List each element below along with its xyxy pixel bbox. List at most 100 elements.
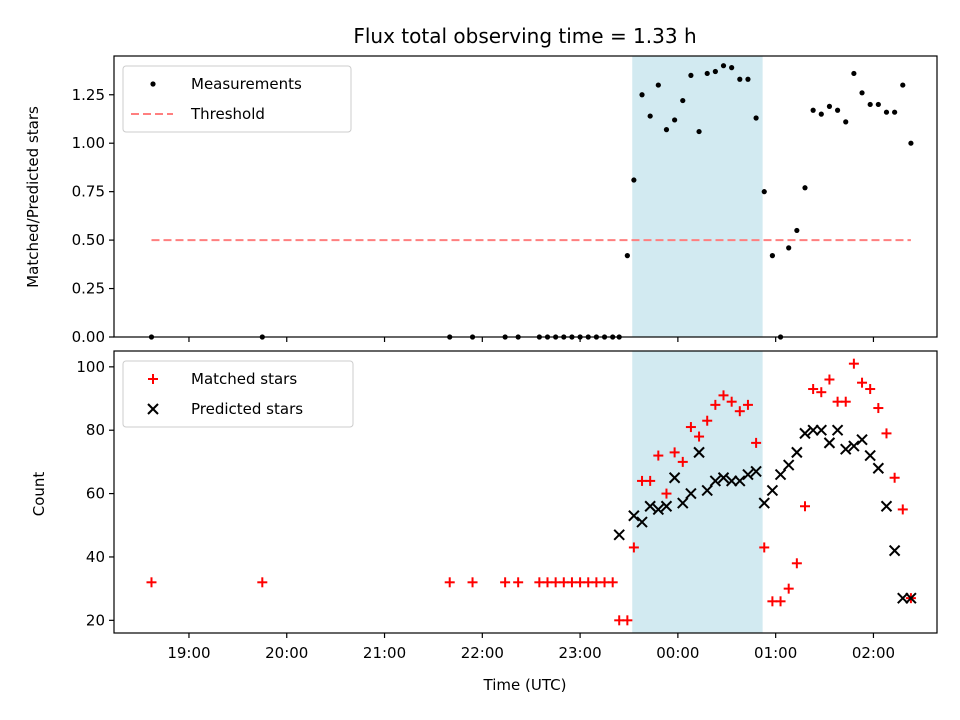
data-point	[856, 434, 868, 446]
data-point	[848, 358, 859, 369]
y-tick-label: 40	[86, 548, 105, 566]
y-tick-label: 0.00	[72, 328, 105, 346]
data-point	[704, 70, 710, 77]
data-point	[888, 544, 901, 557]
data-point	[883, 109, 890, 115]
x-tick-label: 01:00	[754, 644, 797, 662]
data-point	[761, 189, 767, 195]
data-point	[737, 76, 743, 82]
data-point	[799, 427, 811, 440]
data-point	[500, 577, 511, 588]
x-tick-label: 23:00	[558, 644, 601, 662]
data-point	[831, 424, 844, 436]
top-axes-frame	[113, 55, 938, 338]
data-point	[859, 90, 865, 96]
y-tick-label: 60	[86, 485, 105, 503]
data-point	[696, 128, 702, 135]
y-tick-label: 0.75	[72, 183, 105, 201]
data-point	[661, 488, 672, 499]
data-point	[815, 424, 827, 436]
legend-marker	[148, 374, 158, 384]
data-point	[653, 450, 664, 461]
data-point	[257, 577, 268, 588]
data-point	[864, 449, 876, 462]
data-point	[791, 446, 803, 459]
data-point	[751, 437, 762, 448]
data-point	[905, 592, 917, 604]
data-point	[709, 475, 722, 487]
data-point	[694, 431, 705, 442]
data-point	[628, 542, 639, 553]
data-point	[865, 384, 876, 395]
data-point	[808, 384, 819, 395]
data-point	[873, 403, 884, 414]
data-point	[766, 484, 779, 497]
y-tick-label: 0.50	[72, 231, 105, 249]
legend-label: Measurements	[191, 75, 302, 93]
y-tick-label: 0.25	[72, 280, 105, 298]
data-point	[685, 487, 697, 500]
top-panel: 0.00 0.25 0.50 0.75 1.00 1.25 Measurements Thre…	[72, 55, 938, 346]
data-point	[834, 107, 841, 113]
data-point	[794, 227, 800, 234]
x-tick-label: 20:00	[265, 644, 308, 662]
data-point	[782, 459, 795, 471]
data-point	[897, 504, 908, 515]
data-point	[742, 468, 754, 481]
data-point	[807, 424, 819, 436]
data-point	[734, 406, 745, 417]
y-tick-label: 100	[76, 358, 105, 376]
y-tick-label: 1.00	[72, 134, 105, 152]
chart-title: Flux total observing time = 1.33 h	[353, 24, 696, 48]
legend-marker	[150, 81, 156, 87]
data-point	[881, 428, 892, 439]
data-point	[639, 92, 645, 98]
data-point	[799, 501, 810, 512]
data-point	[802, 185, 808, 191]
data-point	[710, 399, 721, 410]
data-point	[810, 107, 816, 113]
y-tick-label: 20	[86, 611, 105, 629]
data-point	[693, 446, 705, 459]
top-y-axis-label: Matched/Predicted stars	[24, 106, 42, 288]
data-point	[725, 475, 738, 487]
data-point	[631, 177, 637, 183]
data-point	[848, 440, 860, 452]
data-point	[875, 101, 881, 108]
x-tick-label: 19:00	[167, 644, 210, 662]
data-point	[750, 465, 762, 478]
data-point	[786, 245, 792, 251]
data-point	[840, 443, 852, 455]
data-point	[624, 253, 630, 259]
data-point	[644, 500, 656, 512]
bottom-series-matched-stars	[146, 358, 916, 626]
legend-label: Matched stars	[191, 370, 297, 388]
data-point	[774, 468, 787, 481]
x-axis-label: Time (UTC)	[483, 676, 567, 694]
data-point	[712, 68, 718, 75]
data-point	[720, 63, 727, 69]
data-point	[672, 117, 678, 123]
data-point	[843, 119, 849, 125]
legend-box	[122, 65, 352, 133]
data-point	[677, 456, 688, 467]
data-point	[146, 577, 157, 588]
data-point	[647, 113, 653, 119]
data-point	[717, 472, 730, 484]
data-point	[892, 109, 898, 115]
legend-label: Threshold	[190, 105, 265, 123]
x-tick-label: 00:00	[656, 644, 699, 662]
legend-marker	[147, 403, 159, 415]
top-legend: Measurements Threshold	[122, 65, 352, 133]
data-point	[613, 529, 625, 541]
data-point	[840, 396, 851, 407]
bottom-panel: 20 40 60 80 100 19:00 20:00 21:00 22:00 23:00 00:0…	[76, 350, 938, 662]
data-point	[880, 500, 893, 512]
x-tick-label: 21:00	[363, 644, 406, 662]
data-point	[645, 475, 656, 486]
data-point	[769, 253, 776, 259]
data-point	[680, 97, 686, 104]
data-point	[753, 115, 759, 121]
data-point	[900, 82, 906, 88]
